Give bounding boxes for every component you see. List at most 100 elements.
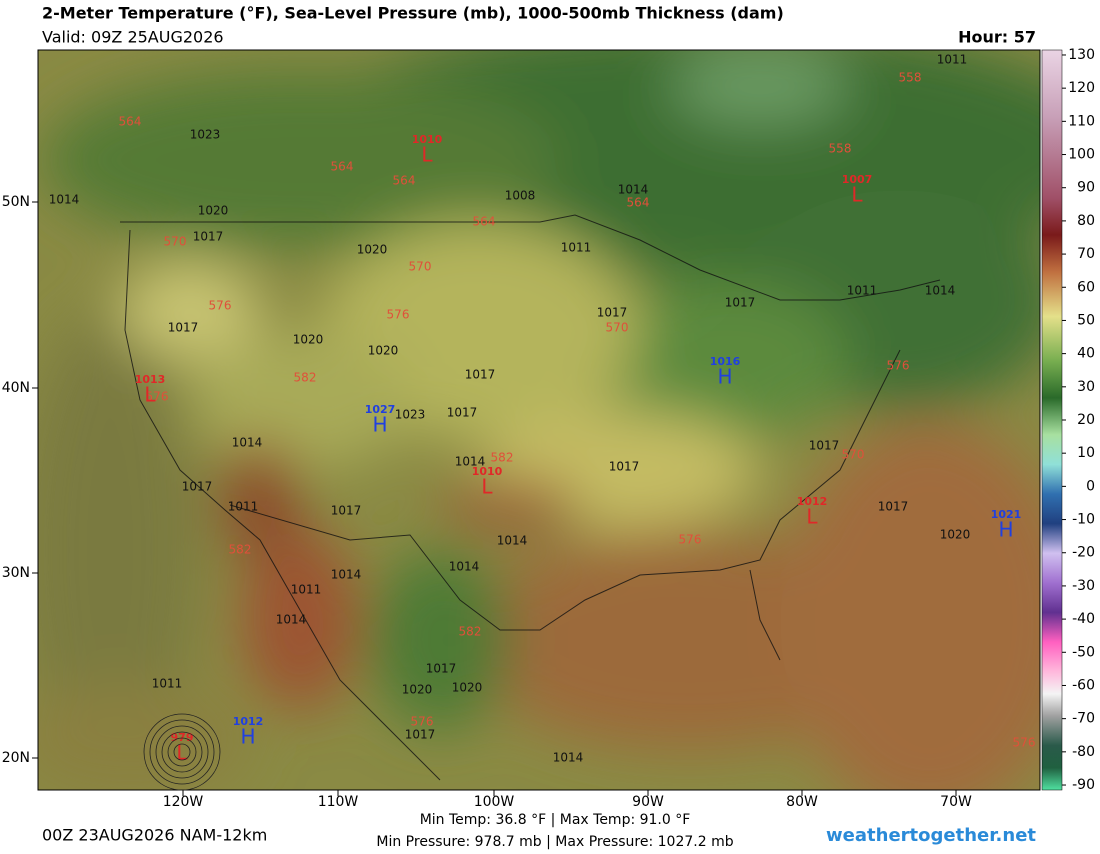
center-letter: H xyxy=(372,413,387,437)
isobar-label: 1020 xyxy=(940,528,971,542)
isobar-label: 1017 xyxy=(182,480,213,494)
isobar-label: 1017 xyxy=(597,306,628,320)
isobar-label: 1020 xyxy=(452,681,483,695)
isobar-label: 1020 xyxy=(198,204,229,218)
center-value: 1007 xyxy=(842,173,873,186)
thickness-label: 558 xyxy=(899,71,922,85)
isobar-label: 1014 xyxy=(553,751,584,765)
thickness-label: 570 xyxy=(606,321,629,335)
thickness-label: 576 xyxy=(411,715,434,729)
isobar-label: 1017 xyxy=(609,460,640,474)
valid-time: Valid: 09Z 25AUG2026 xyxy=(42,28,224,47)
forecast-hour: Hour: 57 xyxy=(958,28,1036,47)
colorbar-label: 120 xyxy=(1068,80,1095,96)
colorbar-label: 0 xyxy=(1086,478,1095,494)
lat-label: 20N xyxy=(2,750,30,766)
storm-ring xyxy=(149,719,215,785)
isobar-label: 1017 xyxy=(405,728,436,742)
center-value: 1010 xyxy=(472,465,503,478)
isobar-label: 1014 xyxy=(331,568,362,582)
thickness-label: 570 xyxy=(164,235,187,249)
isobar-label: 1014 xyxy=(276,613,307,627)
colorbar-label: 70 xyxy=(1077,246,1095,262)
lon-label: 120W xyxy=(163,794,204,810)
isobar-label: 1017 xyxy=(725,296,756,310)
isobar-label: 1020 xyxy=(357,243,388,257)
isobar-label: 1014 xyxy=(618,183,649,197)
colorbar-label: -40 xyxy=(1072,611,1095,627)
isobar-label: 1020 xyxy=(293,333,324,347)
thickness-label: 576 xyxy=(209,299,232,313)
colorbar-label: 60 xyxy=(1077,279,1095,295)
colorbar-label: 40 xyxy=(1077,346,1095,362)
isobar-label: 1017 xyxy=(168,321,199,335)
center-value: 1016 xyxy=(710,355,741,368)
storm-ring xyxy=(173,743,191,761)
center-letter: L xyxy=(176,741,188,765)
storm-ring xyxy=(143,713,221,791)
site-link[interactable]: weathertogether.net xyxy=(826,825,1036,846)
isobar-label: 1017 xyxy=(465,368,496,382)
map-background xyxy=(38,50,1040,790)
thickness-label: 564 xyxy=(331,160,354,174)
thickness-label: 570 xyxy=(842,448,865,462)
colorbar-label: 90 xyxy=(1077,180,1095,196)
colorbar-label: 30 xyxy=(1077,379,1095,395)
isobar-label: 1020 xyxy=(402,683,433,697)
colorbar-label: 20 xyxy=(1077,412,1095,428)
thickness-label: 582 xyxy=(229,543,252,557)
thickness-label: 582 xyxy=(459,625,482,639)
colorbar-label: -30 xyxy=(1072,578,1095,594)
center-value: 1012 xyxy=(797,495,828,508)
isobar-label: 1023 xyxy=(190,128,221,142)
isobar-label: 1014 xyxy=(449,560,480,574)
lon-label: 80W xyxy=(786,794,818,810)
isobar-label: 1011 xyxy=(152,677,183,691)
colorbar-label: -20 xyxy=(1072,545,1095,561)
isobar-label: 1011 xyxy=(847,284,878,298)
isobar-label: 1023 xyxy=(395,408,426,422)
isobar-label: 1017 xyxy=(447,406,478,420)
colorbar-label: -80 xyxy=(1072,744,1095,760)
isobar-label: 1014 xyxy=(49,193,80,207)
center-value: 1010 xyxy=(412,133,443,146)
thickness-label: 558 xyxy=(829,142,852,156)
colorbar-label: 130 xyxy=(1068,47,1095,63)
thickness-label: 576 xyxy=(146,390,169,404)
lon-label: 90W xyxy=(632,794,664,810)
colorbar-label: 100 xyxy=(1068,147,1095,163)
isobar-label: 1017 xyxy=(878,500,909,514)
colorbar-label: 50 xyxy=(1077,312,1095,328)
colorbar-label: -70 xyxy=(1072,711,1095,727)
lon-label: 100W xyxy=(474,794,515,810)
lat-label: 30N xyxy=(2,565,30,581)
center-value: 1013 xyxy=(135,373,166,386)
isobar-label: 1011 xyxy=(561,241,592,255)
colorbar-label: -90 xyxy=(1072,777,1095,793)
thickness-label: 564 xyxy=(473,215,496,229)
thickness-label: 576 xyxy=(387,308,410,322)
center-letter: L xyxy=(421,143,433,167)
isobar-label: 1011 xyxy=(228,500,259,514)
storm-ring xyxy=(155,725,209,779)
isobar-label: 1014 xyxy=(455,455,486,469)
colorbar xyxy=(1041,49,1063,791)
center-value: 979 xyxy=(171,731,194,744)
isobar-label: 1008 xyxy=(505,189,536,203)
colorbar-label: 110 xyxy=(1068,113,1095,129)
isobar-label: 1011 xyxy=(937,53,968,67)
isobar-label: 1017 xyxy=(426,662,457,676)
isobar-label: 1014 xyxy=(497,534,528,548)
thickness-label: 576 xyxy=(679,533,702,547)
map-frame xyxy=(37,49,1041,791)
center-letter: L xyxy=(481,475,493,499)
thickness-label: 576 xyxy=(887,359,910,373)
center-value: 1021 xyxy=(991,508,1022,521)
center-letter: L xyxy=(144,383,156,407)
isobar-label: 1014 xyxy=(925,284,956,298)
title: 2-Meter Temperature (°F), Sea-Level Pres… xyxy=(42,4,784,23)
lat-label: 40N xyxy=(2,380,30,396)
thickness-label: 582 xyxy=(294,371,317,385)
thickness-label: 564 xyxy=(119,115,142,129)
